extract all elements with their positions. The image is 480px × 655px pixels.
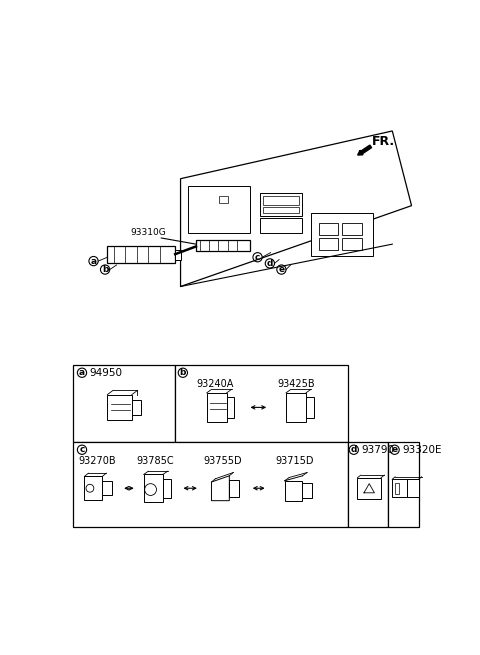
Bar [227,397,234,418]
Bar [286,393,306,422]
Bar [73,442,348,527]
Bar [388,442,419,527]
Text: c: c [79,445,84,454]
Bar [102,481,112,495]
Text: 93785C: 93785C [136,455,174,466]
Bar [108,246,175,263]
Text: c: c [255,253,260,262]
Text: d: d [267,259,273,268]
Bar [263,207,299,214]
Bar [260,218,302,233]
Text: a: a [79,368,85,377]
Text: b: b [180,368,186,377]
Text: 93240A: 93240A [196,379,234,389]
Bar [358,477,381,498]
Bar [392,479,407,497]
Text: 93310G: 93310G [131,228,166,237]
Bar [207,393,227,422]
Text: b: b [102,265,108,274]
Bar [407,479,419,497]
Text: e: e [278,265,285,274]
Bar [285,481,302,500]
Text: 93270B: 93270B [79,455,116,466]
Bar [108,395,132,420]
Bar [219,196,228,202]
Text: 94950: 94950 [90,367,123,378]
Bar [306,397,314,418]
Text: 93755D: 93755D [204,455,242,466]
Bar [175,365,348,442]
Text: e: e [392,445,397,454]
Bar [302,483,312,498]
Bar [312,214,373,255]
Bar [319,223,338,235]
FancyArrow shape [358,145,372,155]
Bar [263,196,299,205]
Text: FR.: FR. [372,135,395,148]
Text: 93425B: 93425B [277,379,315,389]
Text: 93320E: 93320E [402,445,442,455]
Bar [188,187,250,233]
Bar [196,240,250,251]
Text: 93790: 93790 [361,445,395,455]
Bar [84,476,102,500]
Bar [229,479,239,497]
Bar [342,238,361,250]
Bar [319,238,338,250]
Bar [132,400,141,415]
Bar [163,479,171,498]
Text: d: d [350,445,357,454]
Bar [175,250,181,259]
Bar [395,483,399,494]
Bar [73,365,175,442]
Bar [144,474,163,502]
Text: a: a [90,257,96,265]
Bar [342,223,361,235]
Bar [260,193,302,215]
Text: 93715D: 93715D [275,455,314,466]
Bar [348,442,388,527]
